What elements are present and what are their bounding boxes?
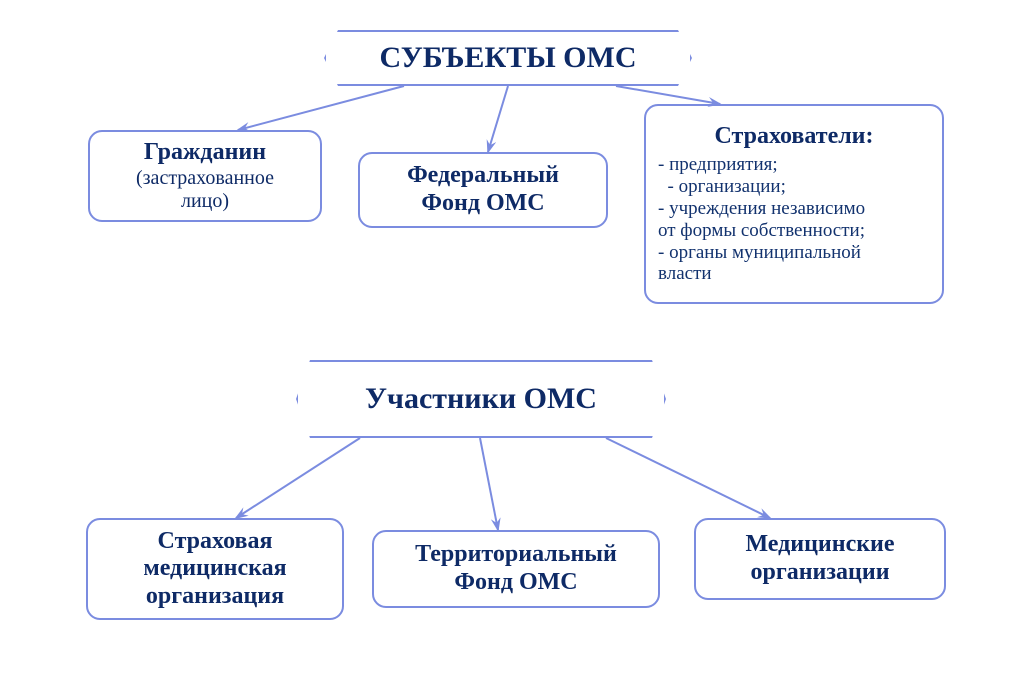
node-smo-line-2: организация — [146, 583, 284, 611]
node-medorg: Медицинскиеорганизации — [694, 518, 946, 600]
node-header2-text: Участники ОМС — [365, 382, 597, 417]
node-header1-text: СУБЪЕКТЫ ОМС — [380, 41, 637, 76]
node-insurers-line-0: - предприятия; — [658, 154, 778, 176]
node-smo: Страховаямедицинскаяорганизация — [86, 518, 344, 620]
node-insurers-line-4: - органы муниципальной — [658, 242, 861, 264]
node-terrfund: ТерриториальныйФонд ОМС — [372, 530, 660, 608]
node-citizen-line-2: лицо) — [181, 190, 229, 213]
edge-1 — [488, 86, 508, 152]
node-citizen: Гражданин(застрахованноелицо) — [88, 130, 322, 222]
node-fedfund-line-1: Фонд ОМС — [421, 190, 544, 218]
node-insurers: Страхователи: - предприятия; - организаци… — [644, 104, 944, 304]
diagram-stage: СУБЪЕКТЫ ОМС Гражданин(застрахованноелицо… — [0, 0, 1020, 680]
node-header2: Участники ОМС — [296, 360, 666, 438]
node-insurers-line-2: - учреждения независимо — [658, 198, 865, 220]
node-insurers-title: Страхователи: — [715, 123, 874, 151]
node-medorg-line-1: организации — [750, 559, 889, 587]
node-citizen-line-0: Гражданин — [144, 139, 266, 167]
node-insurers-line-5: власти — [658, 263, 712, 285]
node-insurers-line-1: - организации; — [658, 176, 786, 198]
node-terrfund-line-1: Фонд ОМС — [454, 569, 577, 597]
node-header1: СУБЪЕКТЫ ОМС — [324, 30, 692, 86]
node-smo-line-1: медицинская — [143, 555, 286, 583]
edge-3 — [236, 438, 360, 518]
edge-4 — [480, 438, 498, 530]
edge-2 — [616, 86, 720, 104]
edge-5 — [606, 438, 770, 518]
node-fedfund-line-0: Федеральный — [407, 162, 559, 190]
node-fedfund: ФедеральныйФонд ОМС — [358, 152, 608, 228]
node-terrfund-line-0: Территориальный — [415, 541, 617, 569]
edge-0 — [238, 86, 404, 130]
node-insurers-line-3: от формы собственности; — [658, 220, 865, 242]
node-citizen-line-1: (застрахованное — [136, 167, 274, 190]
node-medorg-line-0: Медицинские — [745, 531, 894, 559]
node-smo-line-0: Страховая — [158, 528, 273, 556]
